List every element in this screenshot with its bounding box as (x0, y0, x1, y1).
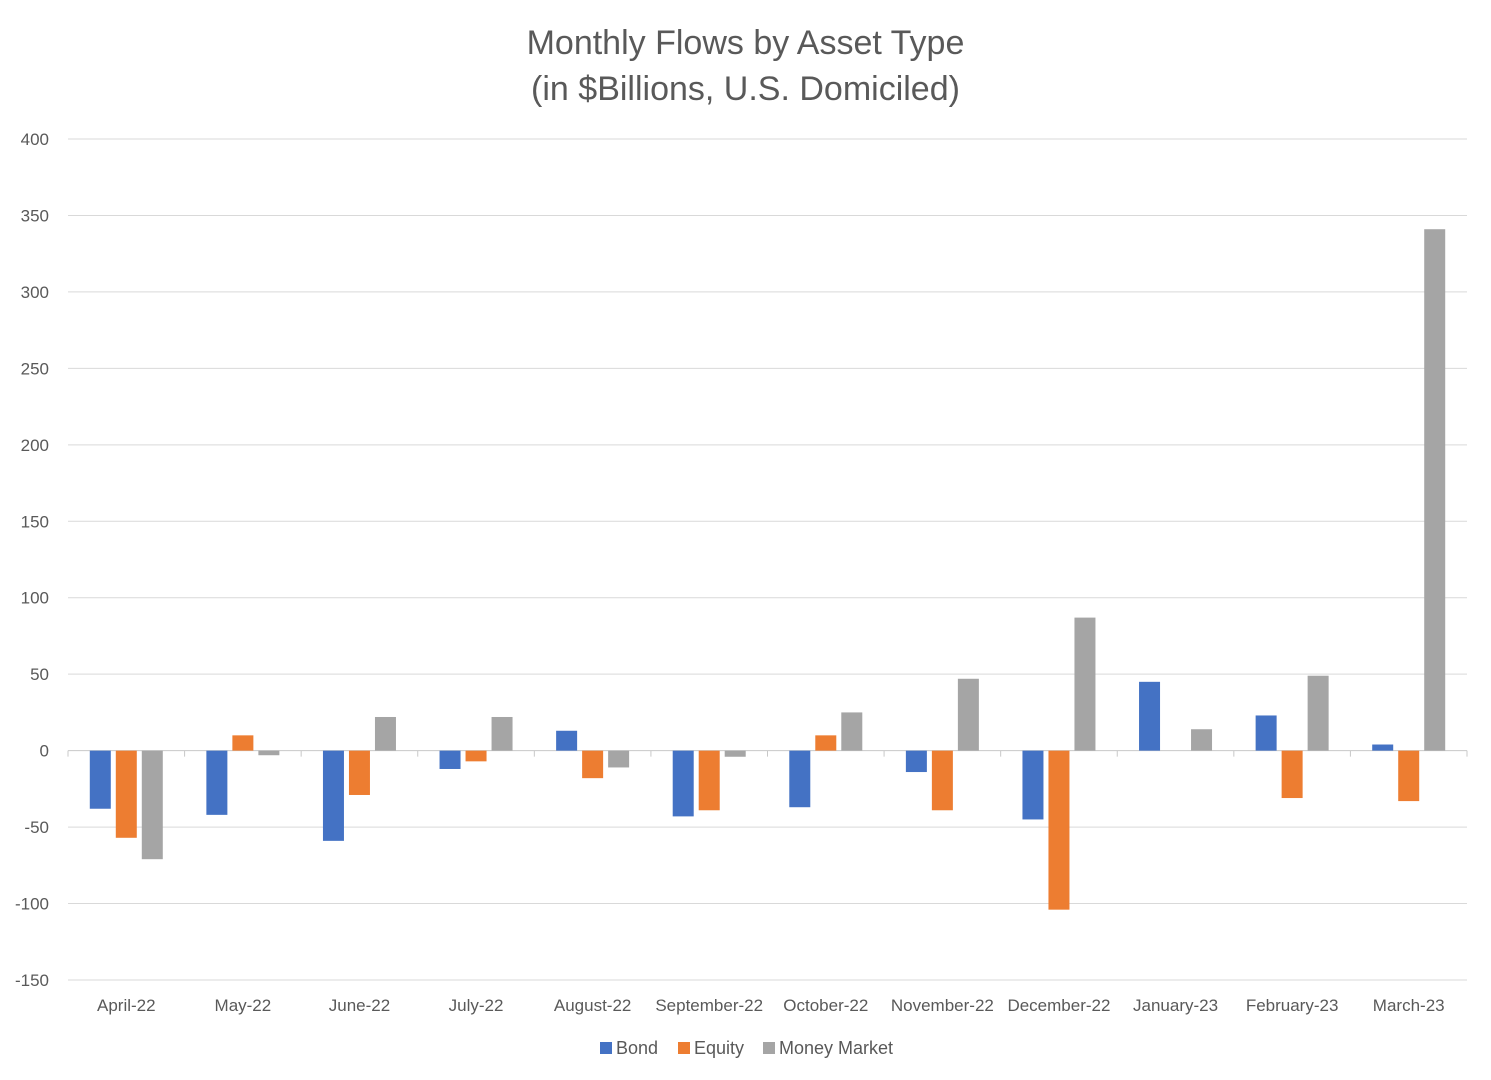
x-tick-label: January-23 (1133, 996, 1218, 1015)
bar-equity (698, 750, 720, 811)
bar-bond (789, 750, 811, 808)
bar-equity (465, 750, 487, 762)
bar-bond (556, 730, 578, 751)
bar-bond (672, 750, 694, 817)
y-tick-label: -100 (15, 895, 49, 914)
x-tick-label: September-22 (655, 996, 763, 1015)
bar-equity (1398, 750, 1420, 802)
y-tick-label: 0 (40, 742, 49, 761)
x-tick-label: October-22 (783, 996, 868, 1015)
bar-money-market (374, 716, 396, 751)
x-axis-ticks: April-22 May-22 June-22 July-22 August-22 Sep… (97, 996, 1445, 1015)
bar-money-market (1191, 729, 1213, 751)
x-tick-label: May-22 (215, 996, 272, 1015)
bar-money-market (608, 750, 630, 768)
y-tick-label: 50 (30, 665, 49, 684)
bar-money-market (1307, 675, 1329, 751)
bar-equity (815, 735, 837, 751)
y-tick-label: 300 (21, 283, 49, 302)
x-tick-label: August-22 (554, 996, 632, 1015)
legend-swatch-bond (600, 1042, 612, 1054)
bar-money-market (957, 678, 979, 751)
bar-bond (89, 750, 111, 809)
y-tick-label: 150 (21, 512, 49, 531)
legend-label: Money Market (779, 1038, 893, 1058)
y-tick-label: 100 (21, 589, 49, 608)
y-tick-label: -150 (15, 971, 49, 990)
bar-equity (931, 750, 953, 811)
bar-equity (1281, 750, 1303, 799)
legend: Bond Equity Money Market (600, 1038, 893, 1058)
bar-money-market (841, 712, 863, 751)
bar-money-market (724, 750, 746, 757)
x-tick-label: December-22 (1007, 996, 1110, 1015)
x-tick-label: February-23 (1246, 996, 1339, 1015)
y-tick-label: 200 (21, 436, 49, 455)
chart-subtitle: (in $Billions, U.S. Domiciled) (531, 70, 960, 108)
y-tick-label: 250 (21, 359, 49, 378)
bar-equity (582, 750, 604, 779)
gridlines (67, 138, 1468, 981)
y-axis-ticks: 400 350 300 250 200 150 100 50 0 -50 -100 -150 (15, 130, 49, 990)
bar-bond (206, 750, 228, 815)
bar-bond (905, 750, 927, 773)
bar-equity (232, 735, 254, 751)
bar-equity (348, 750, 370, 795)
bar-bond (322, 750, 344, 841)
bar-equity (1048, 750, 1070, 910)
bar-money-market (491, 716, 513, 751)
x-tick-label: July-22 (449, 996, 504, 1015)
bar-money-market (141, 750, 163, 860)
y-tick-label: 350 (21, 206, 49, 225)
bar-money-market (1424, 229, 1446, 751)
bar-equity (115, 750, 137, 838)
bar-bond (1255, 715, 1277, 751)
legend-swatch-equity (678, 1042, 690, 1054)
bar-bond (439, 750, 461, 769)
bar-money-market (1074, 617, 1096, 751)
bar-bond (1022, 750, 1044, 820)
bar-money-market (258, 750, 280, 756)
bar-bond (1139, 681, 1161, 751)
chart-title-line1: Monthly Flows by Asset Type (526, 24, 965, 62)
y-tick-label: 400 (21, 130, 49, 149)
x-tick-label: June-22 (329, 996, 390, 1015)
y-tick-label: -50 (24, 818, 49, 837)
x-tick-label: March-23 (1373, 996, 1445, 1015)
legend-label: Equity (694, 1038, 744, 1058)
x-tick-label: April-22 (97, 996, 156, 1015)
legend-label: Bond (616, 1038, 658, 1058)
legend-swatch-money-market (763, 1042, 775, 1054)
bars (89, 229, 1446, 910)
x-tick-label: November-22 (891, 996, 994, 1015)
bar-bond (1372, 744, 1394, 751)
chart-title: Monthly Flows by Asset Type (in $Billion… (0, 20, 1491, 112)
